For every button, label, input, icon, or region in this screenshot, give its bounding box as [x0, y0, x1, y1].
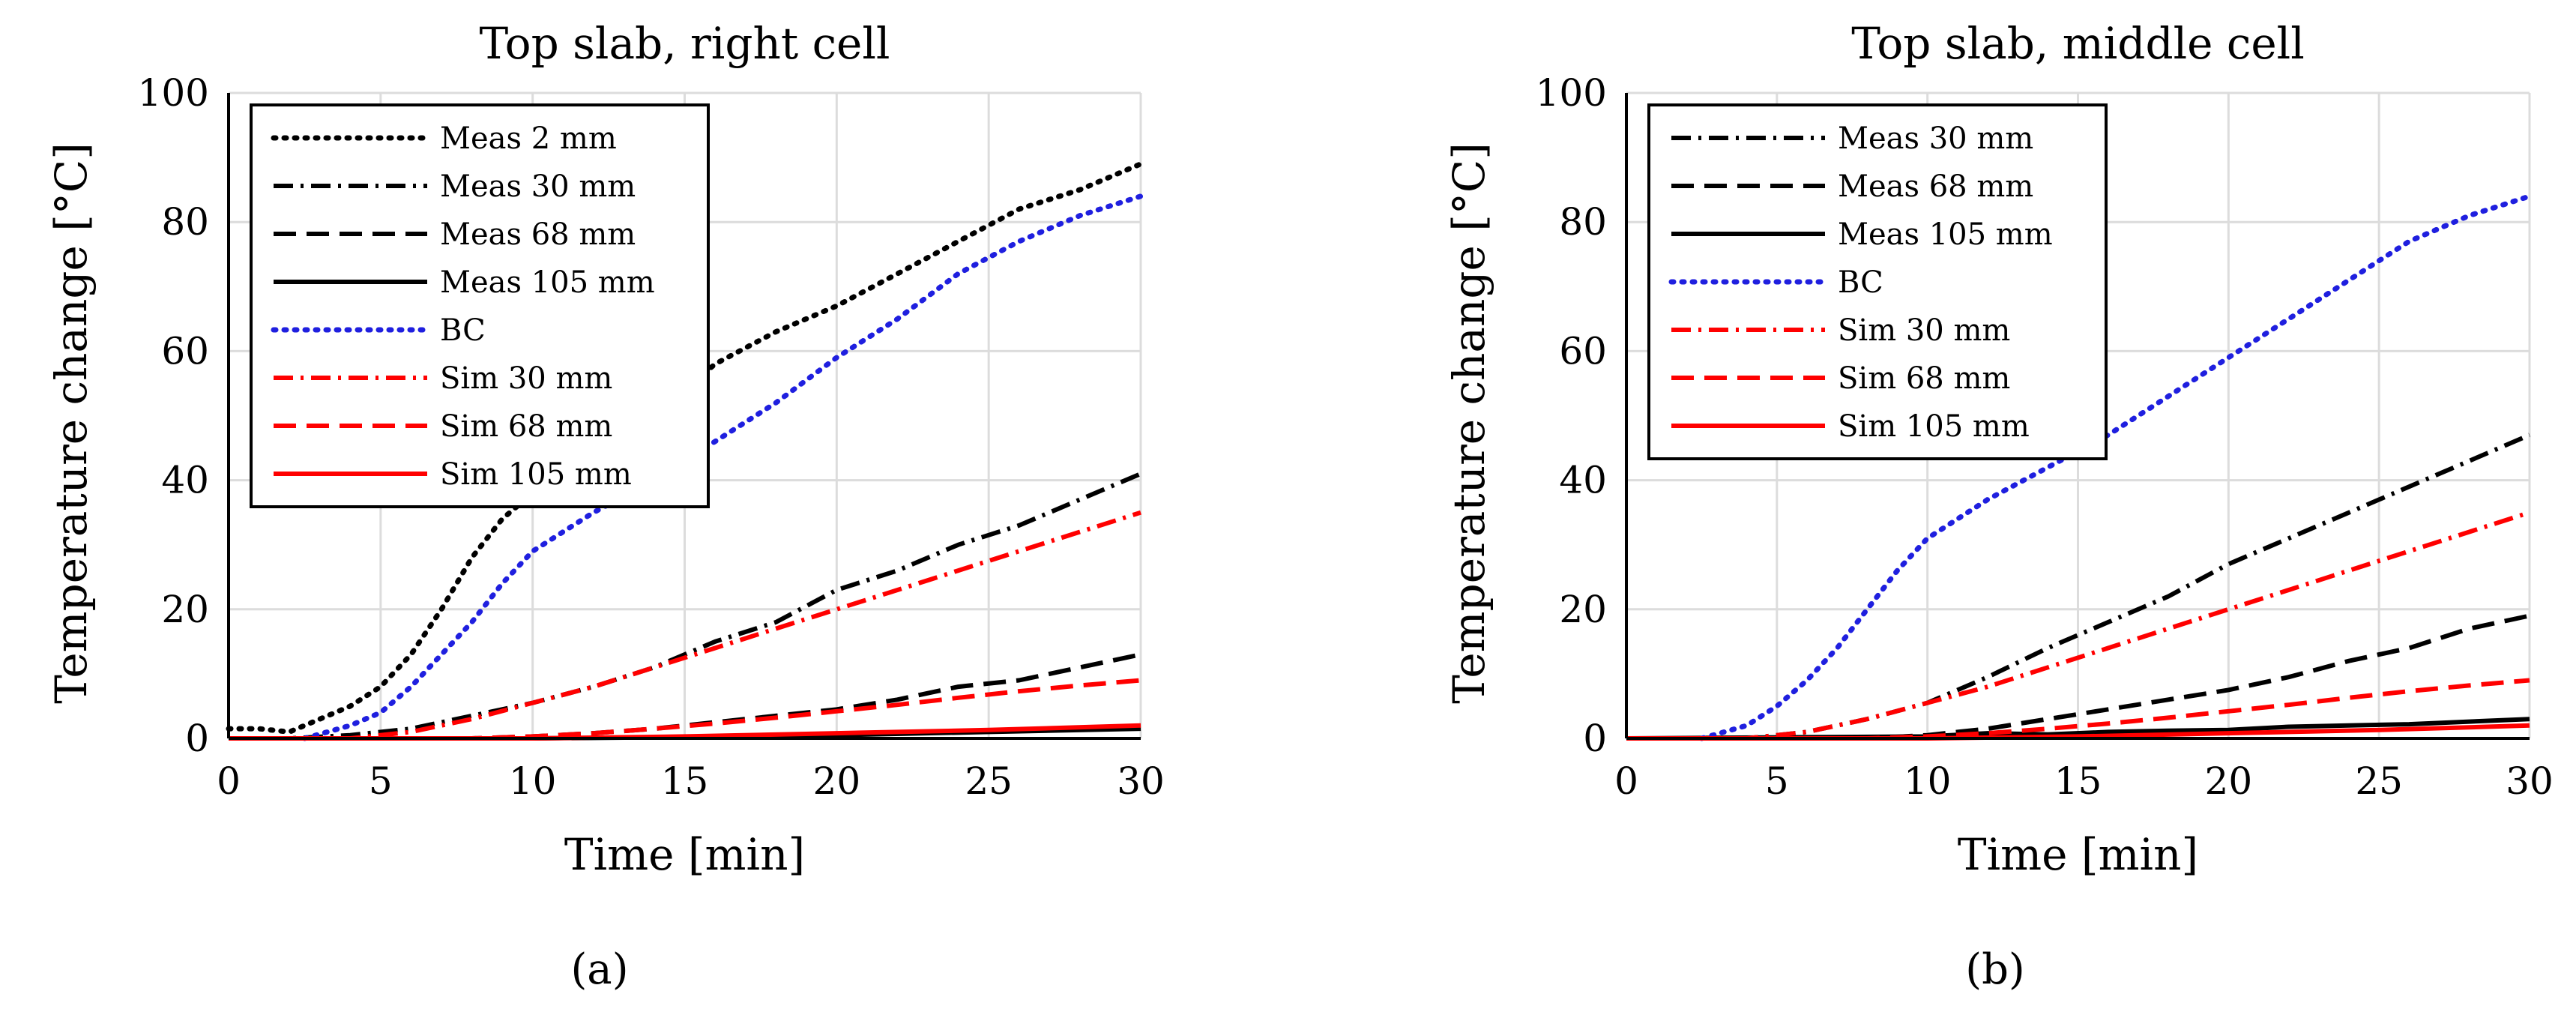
- caption-b: (b): [1965, 945, 2025, 994]
- chart-title: Top slab, right cell: [480, 18, 890, 69]
- series-line-3: [1698, 193, 2533, 741]
- y-tick-label: 20: [161, 588, 209, 631]
- legend-label: Sim 30 mm: [440, 361, 612, 396]
- y-tick-label: 80: [161, 200, 209, 244]
- x-tick-label: 20: [813, 759, 861, 803]
- y-tick-label: 100: [1536, 71, 1607, 115]
- x-tick-label: 5: [1765, 759, 1789, 803]
- x-tick-label: 30: [1117, 759, 1165, 803]
- series-line-1: [229, 472, 1142, 741]
- x-tick-label: 0: [1614, 759, 1638, 803]
- chart-title: Top slab, middle cell: [1851, 18, 2305, 69]
- legend-label: Sim 68 mm: [440, 409, 612, 444]
- x-tick-label: 15: [2054, 759, 2102, 803]
- x-tick-label: 30: [2506, 759, 2554, 803]
- legend-label: BC: [1838, 265, 1883, 300]
- y-tick-label: 60: [161, 329, 209, 373]
- x-tick-label: 0: [217, 759, 241, 803]
- x-axis-label: Time [min]: [564, 829, 805, 880]
- y-tick-label: 40: [161, 459, 209, 502]
- legend-label: Meas 68 mm: [440, 217, 636, 252]
- legend: Meas 2 mm Meas 30 mm Meas 68 mm Meas 105 mm…: [250, 103, 710, 508]
- y-tick-label: 100: [138, 71, 209, 115]
- y-tick-label: 60: [1559, 329, 1607, 373]
- x-tick-label: 15: [661, 759, 709, 803]
- legend-box: [250, 103, 710, 508]
- y-axis-label: Temperature change [°C]: [46, 142, 97, 704]
- x-axis-label: Time [min]: [1958, 829, 2198, 880]
- legend: Meas 30 mm Meas 68 mm Meas 105 mm BC Sim 30 …: [1647, 103, 2108, 460]
- legend-label: Meas 105 mm: [1838, 217, 2053, 252]
- legend-label: Meas 105 mm: [440, 265, 655, 300]
- y-tick-label: 0: [185, 717, 209, 760]
- x-tick-label: 25: [965, 759, 1013, 803]
- x-tick-label: 10: [1904, 759, 1952, 803]
- panel-a: 0 5 10 15 20 25 30 0 20 40 60 80 100 Top slab, right …: [46, 18, 1165, 880]
- series-line-5: [229, 510, 1141, 741]
- legend-label: Meas 68 mm: [1838, 169, 2033, 204]
- legend-label: BC: [440, 313, 486, 348]
- x-tick-label: 5: [369, 759, 393, 803]
- legend-label: Sim 68 mm: [1838, 361, 2010, 396]
- series-line-4: [1626, 510, 2530, 741]
- x-tick-label: 20: [2205, 759, 2253, 803]
- series-group: [1626, 193, 2533, 741]
- caption-a: (a): [570, 945, 628, 994]
- legend-label: Sim 105 mm: [1838, 409, 2030, 444]
- legend-label: Meas 2 mm: [440, 121, 617, 156]
- legend-label: Sim 30 mm: [1838, 313, 2010, 348]
- x-tick-label: 25: [2355, 759, 2403, 803]
- y-tick-label: 40: [1559, 459, 1607, 502]
- legend-label: Meas 30 mm: [440, 169, 636, 204]
- x-tick-label: 10: [509, 759, 557, 803]
- y-tick-label: 20: [1559, 588, 1607, 631]
- legend-label: Sim 105 mm: [440, 457, 632, 492]
- y-tick-label: 80: [1559, 200, 1607, 244]
- y-axis-label: Temperature change [°C]: [1444, 142, 1494, 704]
- y-tick-label: 0: [1583, 717, 1607, 760]
- legend-label: Meas 30 mm: [1838, 121, 2033, 156]
- panel-b: 0 5 10 15 20 25 30 0 20 40 60 80 100 Top slab, middle…: [1444, 18, 2554, 880]
